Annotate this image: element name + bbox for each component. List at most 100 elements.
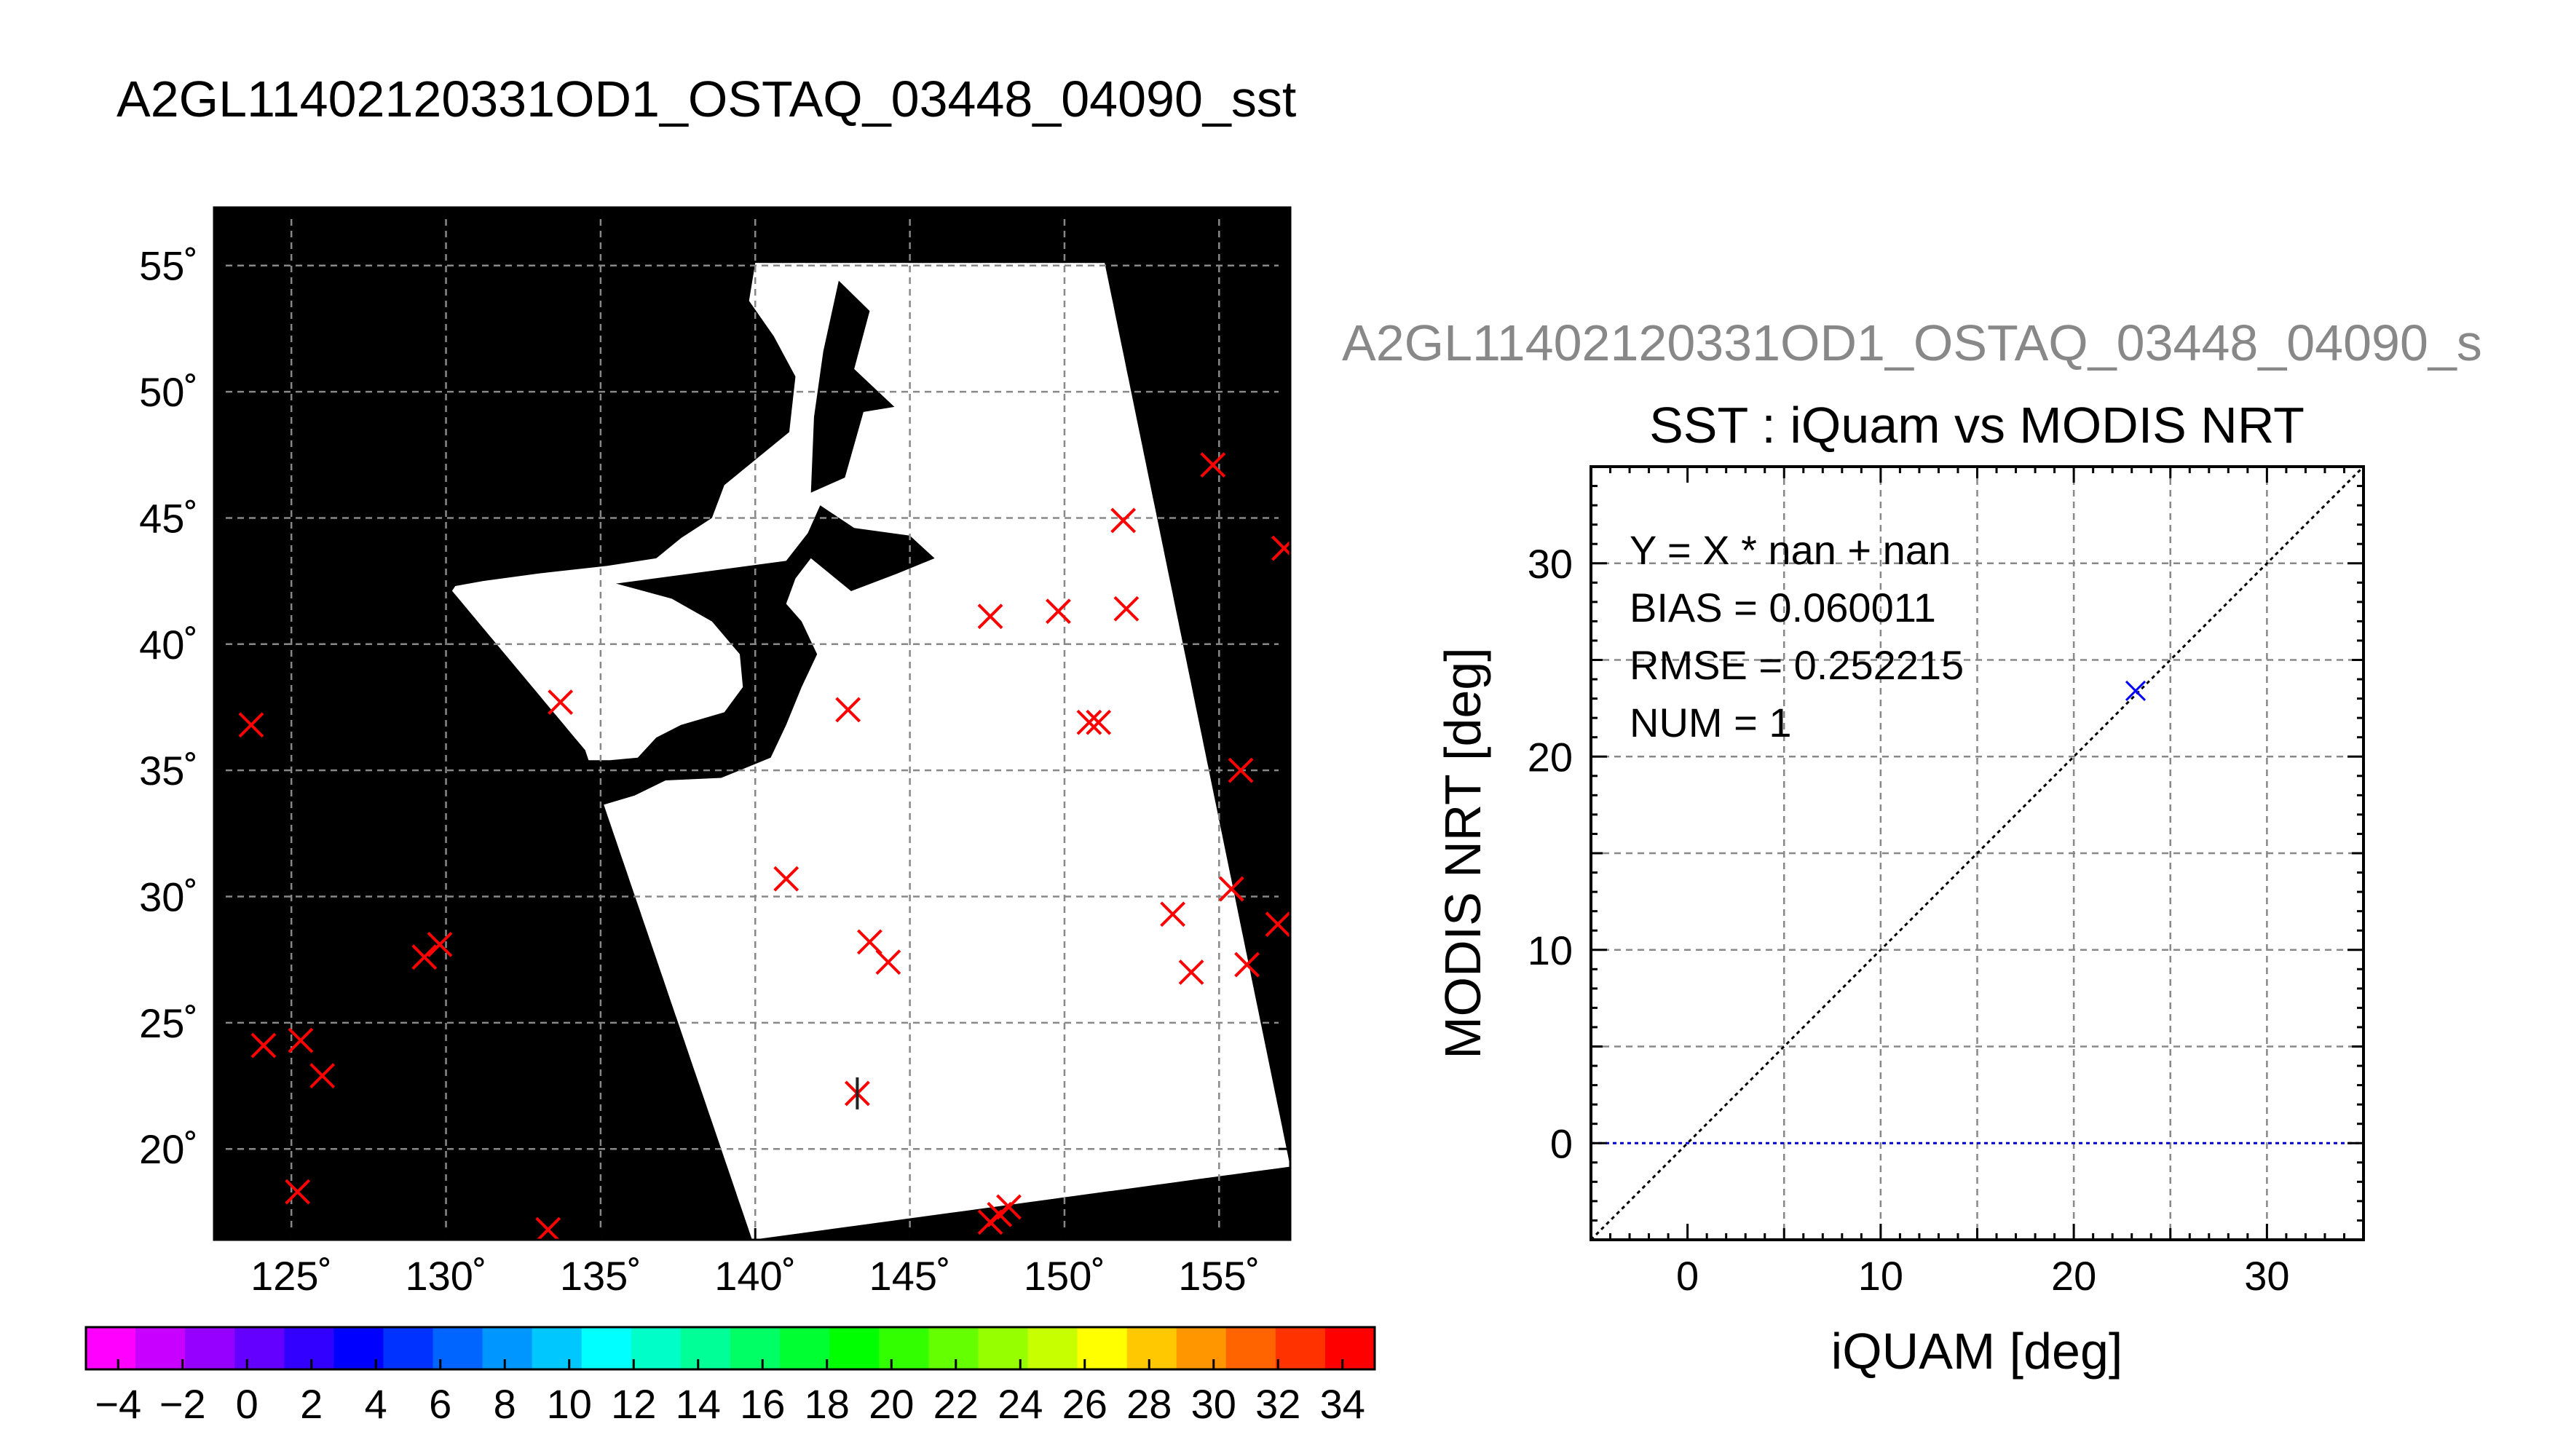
colorbar-tick-label: 8 [494,1381,516,1427]
colorbar-cell [879,1327,929,1369]
scatter-gridlines [1591,467,2364,1240]
map-y-tick-label: 55˚ [139,243,198,289]
map-y-tick-label: 45˚ [139,495,198,541]
match-marker [835,697,861,723]
stats-bias: BIAS = 0.060011 [1630,585,1936,630]
identity-line [1591,467,2364,1240]
colorbar-tick-label: 6 [429,1381,451,1427]
match-marker [1086,709,1112,735]
match-marker [1076,709,1102,735]
colorbar-cell [1126,1327,1177,1369]
scatter-x-tick-label: 30 [2244,1253,2289,1299]
match-marker [288,1027,314,1053]
colorbar-tick-label: 30 [1191,1381,1236,1427]
colorbar-cell [482,1327,533,1369]
stats-rmse: RMSE = 0.252215 [1630,642,1964,688]
colorbar-cell [1324,1327,1375,1369]
scatter-x-tick-label: 10 [1858,1253,1903,1299]
stats-fit-line: Y = X * nan + nan [1630,527,1951,573]
colorbar-cell [86,1327,136,1369]
scatter-x-label: iQUAM [deg] [1831,1323,2123,1380]
scatter-y-tick-label: 20 [1528,734,1573,780]
match-marker [1218,876,1244,902]
colorbar-tick-label: 2 [300,1381,323,1427]
scatter-x-tick-label: 0 [1676,1253,1699,1299]
colorbar-cell [1275,1327,1326,1369]
map-x-tick-label: 140˚ [714,1253,796,1299]
map-axis-ticks: 125˚ 130˚ 135˚ 140˚ 145˚ 150˚ 155˚ 20˚ 25˚ 30˚ 35˚… [139,207,1290,1299]
colorbar-cell [631,1327,682,1369]
colorbar-tick-label: 28 [1126,1381,1172,1427]
scatter-stats: Y = X * nan + nan BIAS = 0.060011 RMSE =… [1630,527,1964,745]
colorbar-tick-label: 34 [1320,1381,1365,1427]
colorbar-cell [581,1327,632,1369]
scatter-point [2125,680,2147,702]
colorbar-cell [234,1327,285,1369]
colorbar-tick-label: 18 [805,1381,850,1427]
colorbar-tick-label: 32 [1255,1381,1300,1427]
colorbar-cell [730,1327,781,1369]
match-marker [1160,901,1186,927]
map-x-tick-label: 135˚ [560,1253,641,1299]
match-marker [1178,960,1204,985]
match-marker [309,1063,336,1089]
match-marker [285,1179,311,1205]
match-marker [1200,452,1226,478]
land-shape [214,207,796,786]
colorbar-cell [284,1327,334,1369]
colorbar-tick-label: −2 [159,1381,206,1427]
match-marker [1228,757,1254,783]
match-marker [875,949,901,976]
colorbar-cell [383,1327,434,1369]
scatter-axis-ticks: 0 10 20 30 0 10 20 30 [1528,465,2365,1299]
map-x-tick-label: 125˚ [250,1253,332,1299]
colorbar-tick-label: 10 [547,1381,592,1427]
colorbar-cell [135,1327,186,1369]
colorbar-cell [1225,1327,1276,1369]
match-marker [1110,507,1137,534]
colorbar-tick-label: 12 [611,1381,656,1427]
match-marker [977,604,1003,630]
colorbar-frame [84,1326,1376,1371]
colorbar-tick-label: 14 [676,1381,721,1427]
colorbar-tick-label: 22 [933,1381,979,1427]
colorbar-cell [780,1327,830,1369]
map-gridlines [214,207,1290,1240]
colorbar-tick-label: 16 [740,1381,785,1427]
match-marker [535,1216,561,1240]
land-shape [810,280,895,493]
colorbar-tick-label: −4 [95,1381,141,1427]
map-y-tick-label: 40˚ [139,622,198,668]
scatter-title: SST : iQuam vs MODIS NRT [1649,397,2305,454]
match-marker [1113,596,1140,622]
colorbar-cell [829,1327,880,1369]
scatter-y-label: MODIS NRT [deg] [1434,647,1491,1059]
scatter-y-tick-label: 30 [1528,541,1573,587]
colorbar-cell [532,1327,583,1369]
map-y-tick-label: 25˚ [139,1000,198,1046]
match-marker [1265,911,1290,938]
stats-num: NUM = 1 [1630,700,1792,745]
map-y-tick-label: 20˚ [139,1126,198,1172]
colorbar-tick-label: 20 [869,1381,914,1427]
match-marker [250,1032,277,1059]
match-marker [996,1194,1022,1220]
scatter-header: A2GL11402120331OD1_OSTAQ_03448_04090_s [1342,314,2482,371]
colorbar-tick-label: 4 [365,1381,387,1427]
map-y-tick-label: 30˚ [139,874,198,919]
sst-map: 125˚ 130˚ 135˚ 140˚ 145˚ 150˚ 155˚ 20˚ 25˚ 30˚ 35˚… [139,206,1292,1299]
colorbar-tick-label: 24 [998,1381,1043,1427]
scatter-plot: 0 10 20 30 0 10 20 30 Y = X * nan + nan BIAS = … [1434,465,2365,1380]
colorbar-cell [1027,1327,1078,1369]
match-markers [238,452,1290,1240]
page-title: A2GL11402120331OD1_OSTAQ_03448_04090_sst [117,71,1296,127]
colorbar-cell [185,1327,235,1369]
land-shape [449,505,935,869]
map-x-tick-label: 130˚ [405,1253,486,1299]
map-x-tick-label: 150˚ [1024,1253,1105,1299]
scatter-x-tick-label: 20 [2051,1253,2096,1299]
colorbar-cell [1176,1327,1227,1369]
colorbar-tick-label: 0 [236,1381,258,1427]
match-marker [427,931,453,957]
